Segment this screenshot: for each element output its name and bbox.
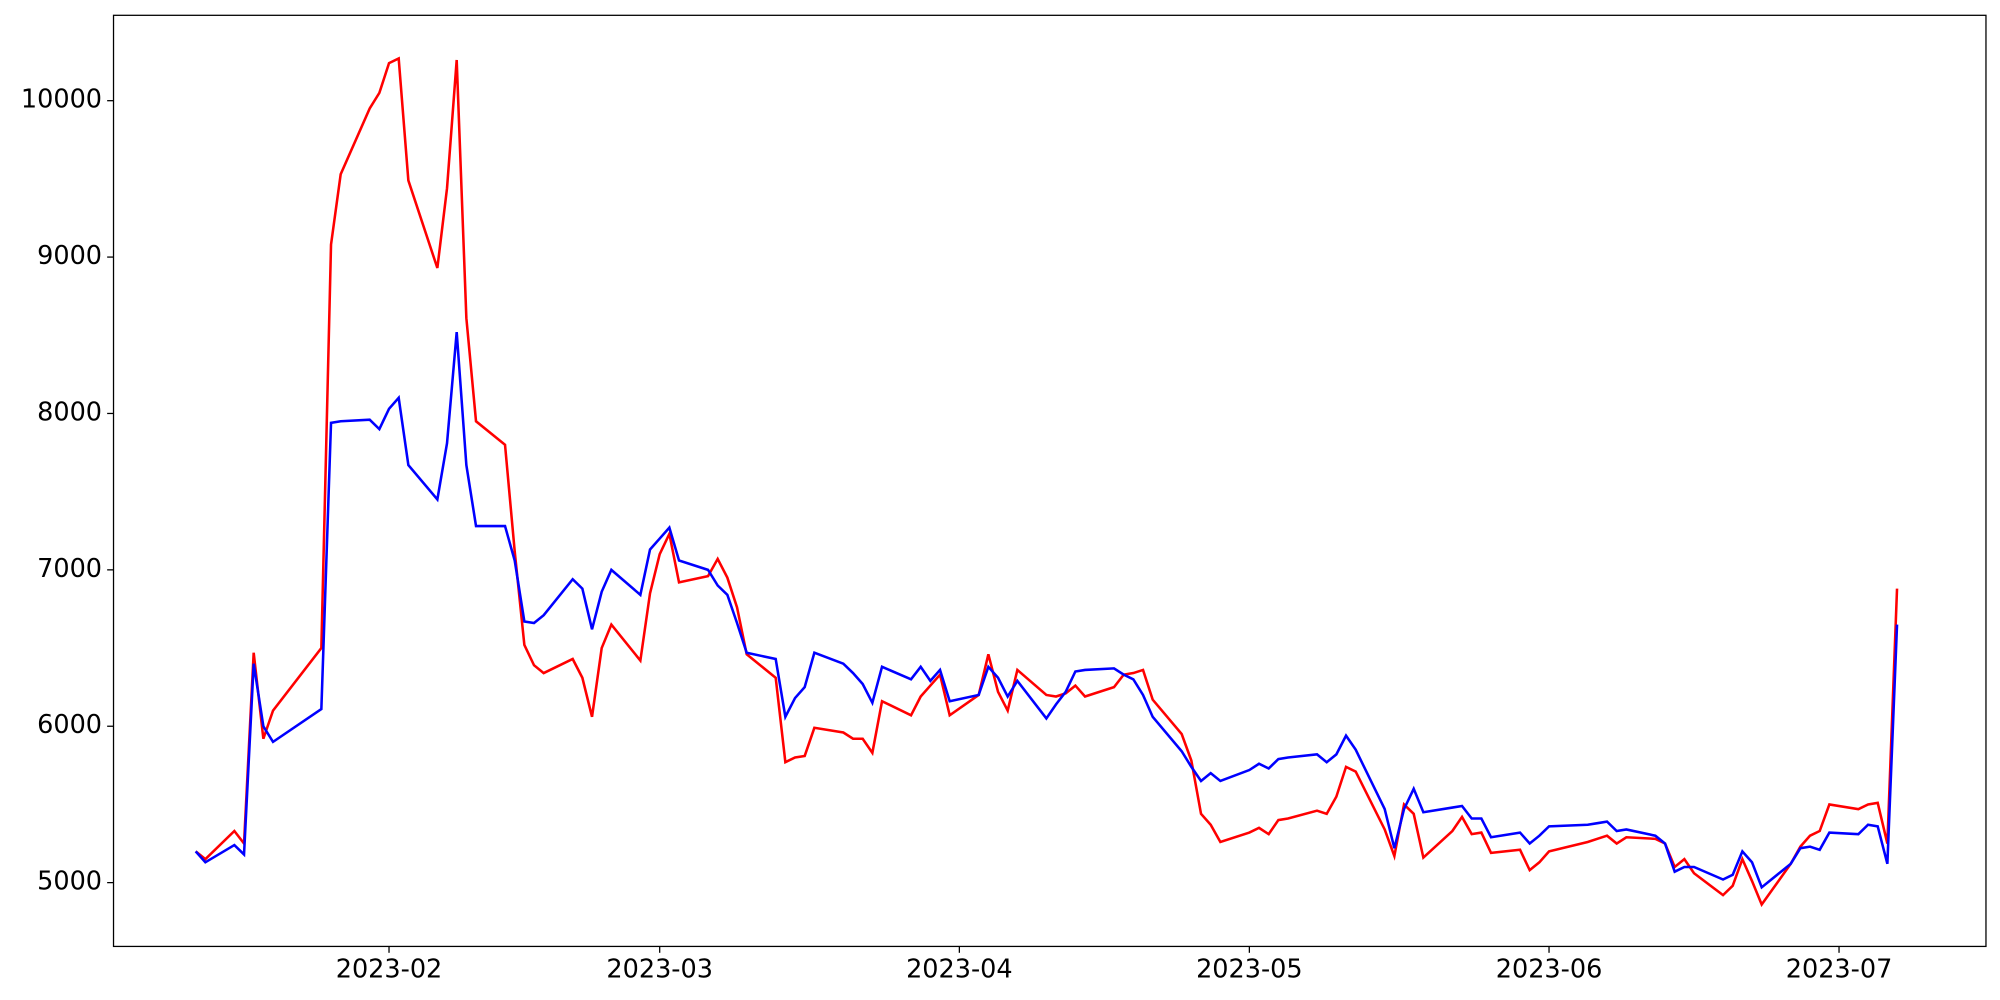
- y-tick-label: 6000: [37, 710, 102, 740]
- x-tick-label: 2023-02: [336, 955, 443, 985]
- plot-frame: [112, 14, 1987, 948]
- y-tick-label: 7000: [37, 554, 102, 584]
- x-tick-label: 2023-03: [606, 955, 713, 985]
- y-tick-label: 8000: [37, 397, 102, 427]
- x-tick-label: 2023-04: [906, 955, 1013, 985]
- series-line: [194, 332, 1899, 890]
- y-tick-label: 5000: [37, 867, 102, 897]
- y-tick-label: 9000: [37, 241, 102, 271]
- x-tick-label: 2023-05: [1196, 955, 1303, 985]
- x-tick-label: 2023-06: [1496, 955, 1603, 985]
- x-tick-label: 2023-07: [1786, 955, 1893, 985]
- y-tick-label: 10000: [21, 85, 102, 115]
- series-line: [194, 56, 1899, 908]
